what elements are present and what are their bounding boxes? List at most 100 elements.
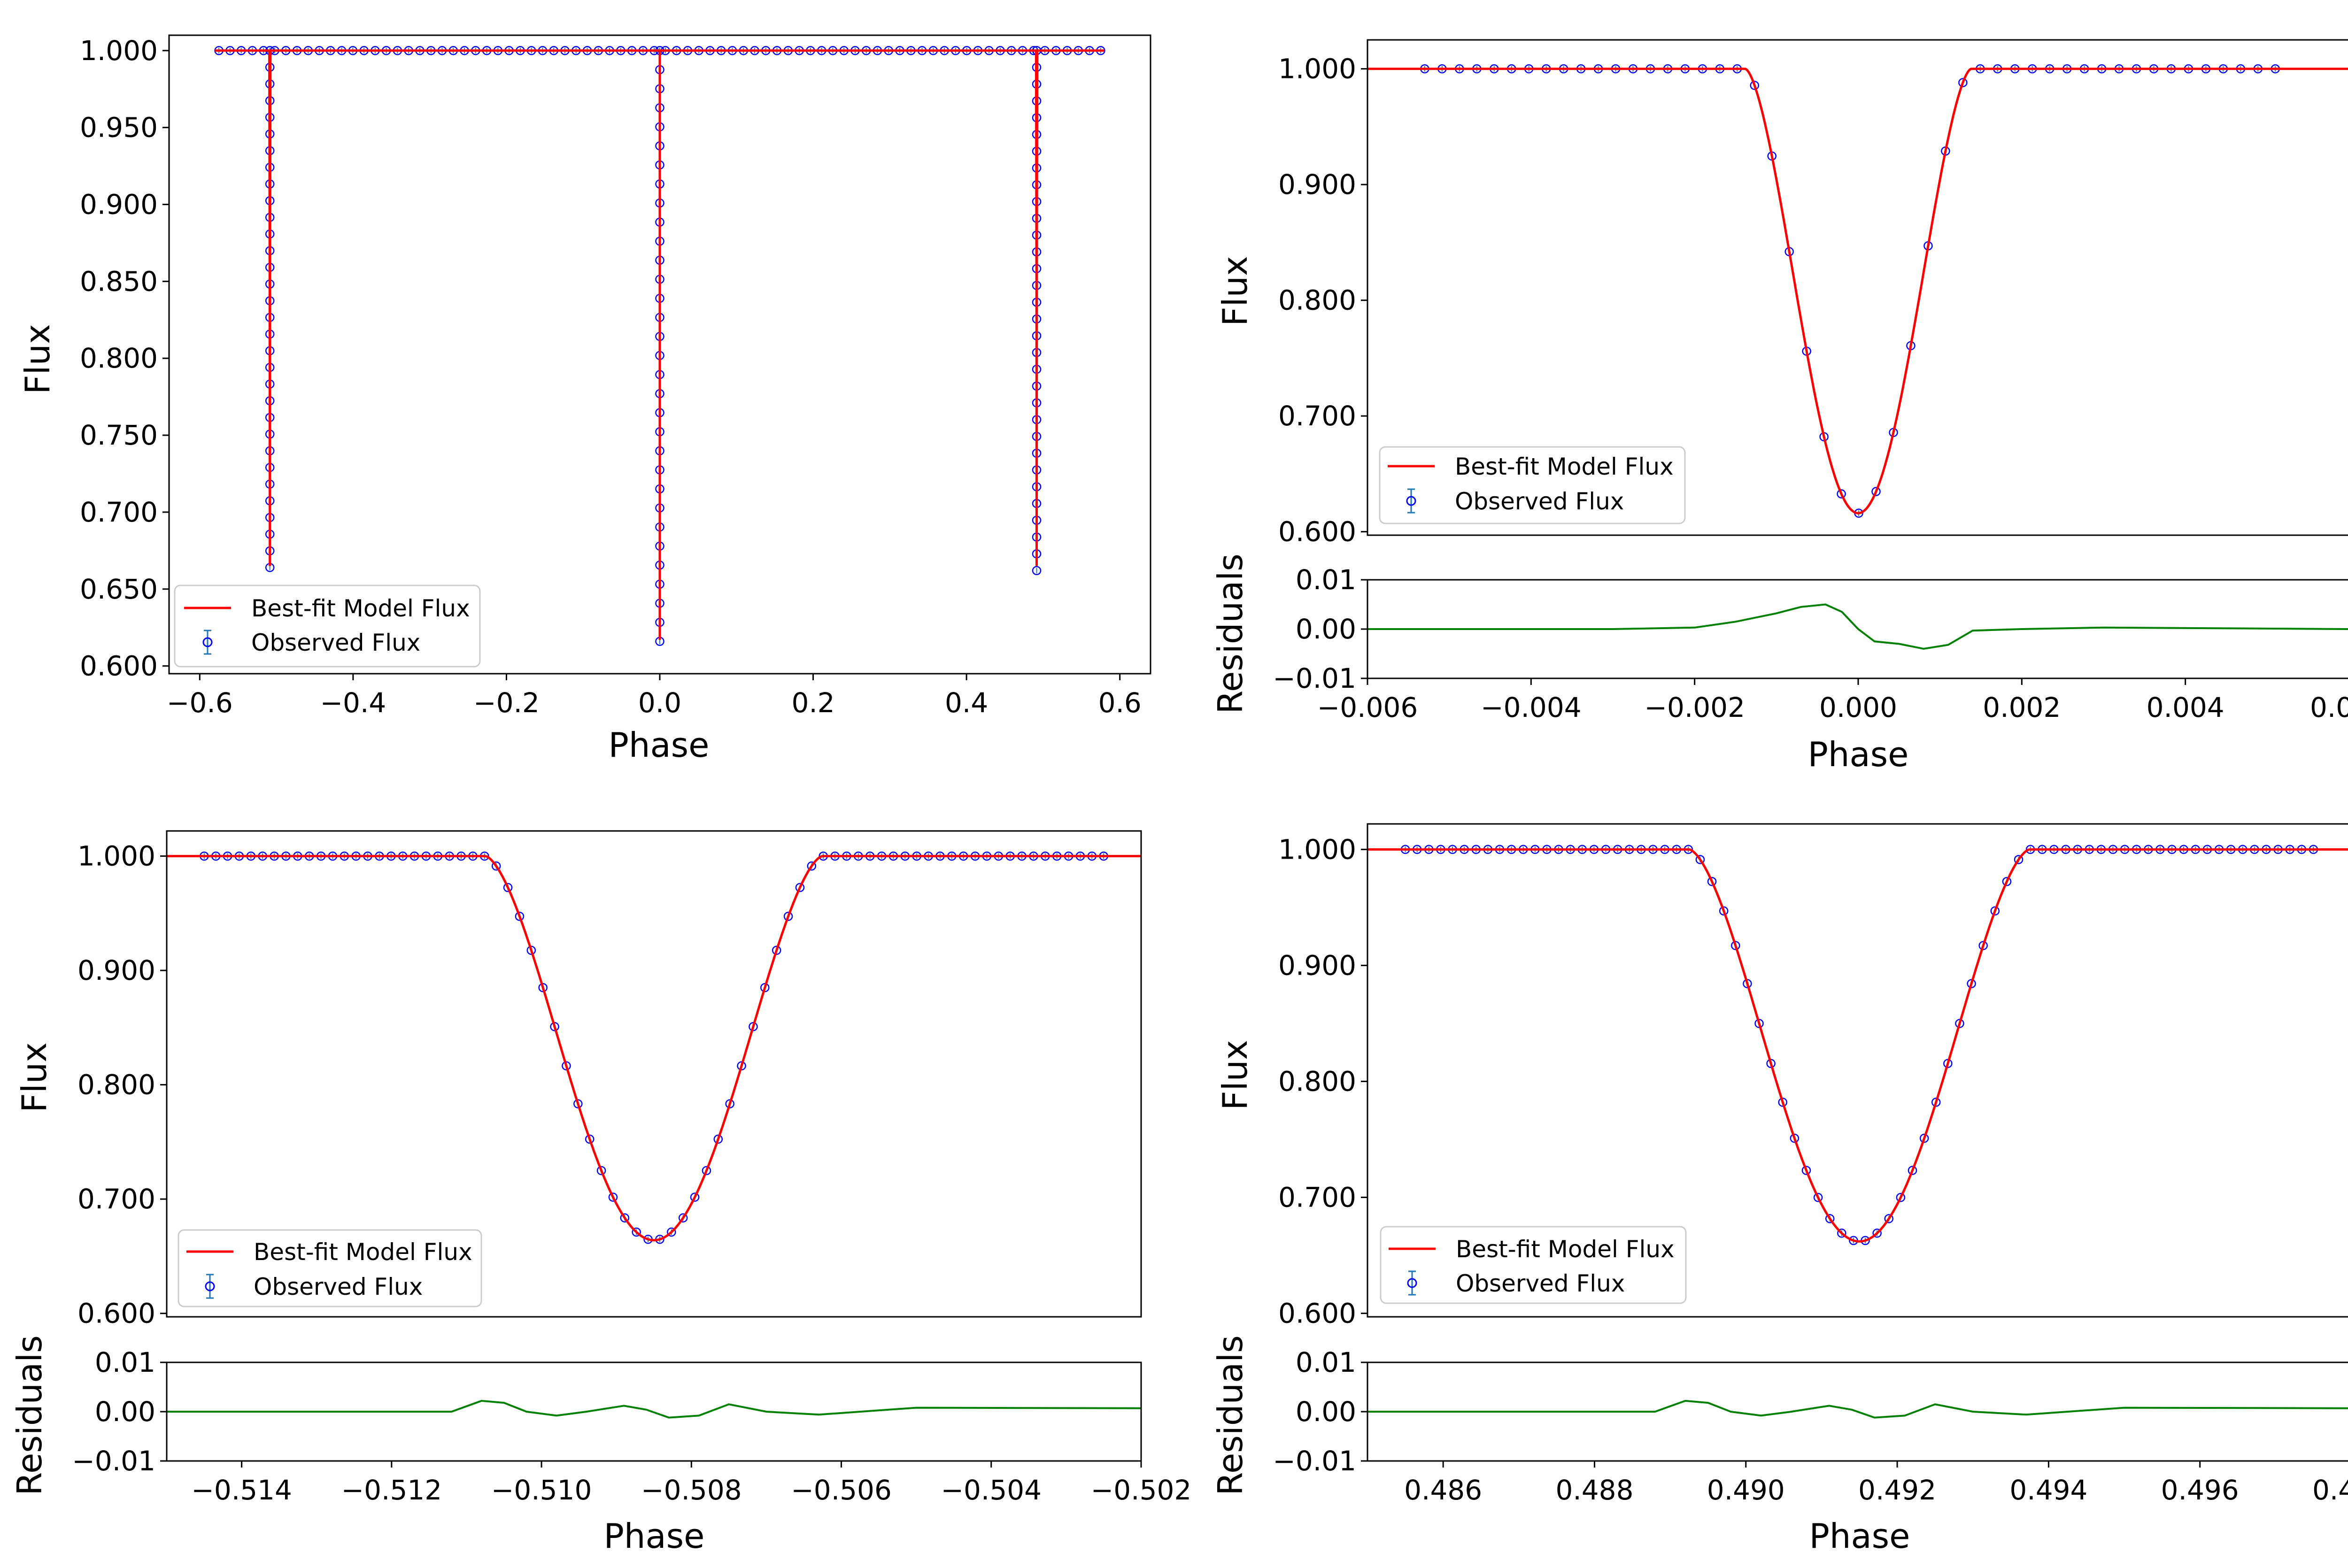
secr-xtick-label: 0.498 xyxy=(2312,1474,2348,1506)
full-ytick-label: 0.950 xyxy=(80,112,158,144)
secr-ytick-label: 0.800 xyxy=(1278,1065,1356,1097)
secl-xlabel: Phase xyxy=(604,1516,705,1556)
secl-residual-ylabel: Residuals xyxy=(10,1335,49,1496)
secl-xtick-label: −0.514 xyxy=(191,1474,292,1506)
secl-ytick-label: 0.800 xyxy=(77,1069,155,1101)
full-legend-observed-label: Observed Flux xyxy=(251,629,420,656)
primary-ytick-label: 0.800 xyxy=(1278,284,1356,316)
full-ytick-label: 0.750 xyxy=(80,419,158,451)
full-ytick-label: 0.700 xyxy=(80,496,158,528)
secl-residual-ytick-label: 0.01 xyxy=(95,1346,155,1378)
secl-xtick-label: −0.510 xyxy=(491,1474,592,1506)
secr-residual-ylabel: Residuals xyxy=(1211,1335,1250,1496)
primary-xtick-label: 0.004 xyxy=(2147,692,2224,723)
primary-legend-observed-swatch xyxy=(1406,488,1416,514)
full-xtick-label: 0.6 xyxy=(1098,687,1142,719)
primary-ytick-label: 1.000 xyxy=(1278,53,1356,85)
secr-xtick-label: 0.488 xyxy=(1555,1474,1633,1506)
secl-xtick-label: −0.504 xyxy=(941,1474,1042,1506)
full-xtick-label: 0.2 xyxy=(791,687,834,719)
secl-xtick-label: −0.506 xyxy=(791,1474,892,1506)
full-xtick-label: −0.2 xyxy=(473,687,540,719)
full-legend: Best-fit Model Flux Observed Flux xyxy=(174,584,481,668)
secl-ytick-label: 1.000 xyxy=(77,840,155,872)
full-ytick-label: 0.600 xyxy=(80,650,158,682)
full-ytick-label: 0.800 xyxy=(80,342,158,374)
primary-xlabel: Phase xyxy=(1808,735,1909,774)
secr-legend-observed-swatch xyxy=(1407,1270,1417,1296)
secl-axes-frame xyxy=(166,830,1142,1318)
secr-xlabel: Phase xyxy=(1809,1516,1910,1556)
secr-ytick-label: 1.000 xyxy=(1278,833,1356,865)
secl-ytick-label: 0.900 xyxy=(77,954,155,986)
secl-ytick-label: 0.700 xyxy=(77,1183,155,1215)
secr-xtick-label: 0.490 xyxy=(1707,1474,1785,1506)
secr-ylabel: Flux xyxy=(1215,1040,1255,1110)
full-xtick-label: 0.4 xyxy=(945,687,988,719)
secr-residual-ytick-label: −0.01 xyxy=(1273,1445,1356,1477)
panel-full: 0.600 0.650 0.700 0.750 0.800 0.850 0.900 0.950… xyxy=(18,34,1151,765)
primary-residual-ytick-label: −0.01 xyxy=(1273,662,1356,694)
primary-ytick-label: 0.900 xyxy=(1278,169,1356,200)
primary-axes-frame xyxy=(1367,39,2348,536)
full-xtick-label: 0.0 xyxy=(638,687,681,719)
secl-xtick-label: −0.502 xyxy=(1091,1474,1192,1506)
primary-residual-ytick-label: 0.00 xyxy=(1296,613,1356,645)
primary-xtick-label: −0.004 xyxy=(1481,692,1582,723)
secr-xtick-label: 0.494 xyxy=(2009,1474,2087,1506)
secl-legend: Best-fit Model Flux Observed Flux xyxy=(178,1229,482,1307)
secr-ytick-label: 0.600 xyxy=(1278,1298,1356,1330)
secr-ytick-label: 0.700 xyxy=(1278,1182,1356,1214)
full-ytick-label: 0.650 xyxy=(80,573,158,605)
primary-model-line xyxy=(1367,68,2348,515)
secl-legend-observed-label: Observed Flux xyxy=(254,1273,423,1300)
primary-legend-observed-label: Observed Flux xyxy=(1455,488,1624,515)
full-xtick-label: −0.4 xyxy=(320,687,386,719)
primary-legend: Best-fit Model Flux Observed Flux xyxy=(1379,446,1686,524)
secr-xtick-label: 0.492 xyxy=(1858,1474,1936,1506)
secr-legend-model-label: Best-fit Model Flux xyxy=(1456,1236,1675,1263)
primary-xtick-label: −0.006 xyxy=(1317,692,1418,723)
full-ytick-label: 0.850 xyxy=(80,265,158,297)
secr-ytick-label: 0.900 xyxy=(1278,949,1356,981)
primary-residual-line xyxy=(1367,603,2348,650)
secl-residual-ytick-label: −0.01 xyxy=(72,1445,155,1477)
secr-residual-ytick-label: 0.01 xyxy=(1296,1346,1356,1378)
secl-ylabel: Flux xyxy=(15,1042,54,1113)
secl-xtick-label: −0.512 xyxy=(341,1474,442,1506)
primary-ylabel: Flux xyxy=(1215,256,1255,326)
full-xtick-label: −0.6 xyxy=(167,687,233,719)
secr-xtick-label: 0.496 xyxy=(2161,1474,2239,1506)
secr-axes-frame xyxy=(1367,823,2348,1318)
secl-model-line xyxy=(167,855,1141,1242)
primary-legend-model-label: Best-fit Model Flux xyxy=(1455,453,1674,480)
full-xlabel: Phase xyxy=(609,725,710,765)
primary-xtick-label: 0.006 xyxy=(2310,692,2348,723)
primary-ytick-label: 0.700 xyxy=(1278,400,1356,432)
primary-residual-ylabel: Residuals xyxy=(1211,553,1250,714)
primary-xtick-label: 0.000 xyxy=(1819,692,1897,723)
primary-residual-ytick-label: 0.01 xyxy=(1296,564,1356,596)
secl-legend-model-label: Best-fit Model Flux xyxy=(254,1238,472,1266)
secr-residual-ytick-label: 0.00 xyxy=(1296,1396,1356,1428)
primary-ytick-label: 0.600 xyxy=(1278,516,1356,548)
secl-residual-ytick-label: 0.00 xyxy=(95,1396,155,1428)
full-legend-observed-swatch xyxy=(202,630,213,655)
secl-legend-observed-swatch xyxy=(205,1274,215,1299)
full-ytick-label: 1.000 xyxy=(80,35,158,67)
secl-ytick-label: 0.600 xyxy=(77,1298,155,1330)
full-ytick-label: 0.900 xyxy=(80,188,158,220)
secl-xtick-label: −0.508 xyxy=(641,1474,742,1506)
secl-residual-line xyxy=(167,1399,1142,1419)
secr-xtick-label: 0.486 xyxy=(1404,1474,1482,1506)
secr-model-line xyxy=(1367,848,2348,1243)
secr-legend: Best-fit Model Flux Observed Flux xyxy=(1380,1226,1687,1304)
secr-residual-line xyxy=(1367,1399,2348,1419)
full-ylabel: Flux xyxy=(18,324,57,394)
primary-xtick-label: 0.002 xyxy=(1983,692,2061,723)
secr-legend-observed-label: Observed Flux xyxy=(1456,1270,1625,1297)
